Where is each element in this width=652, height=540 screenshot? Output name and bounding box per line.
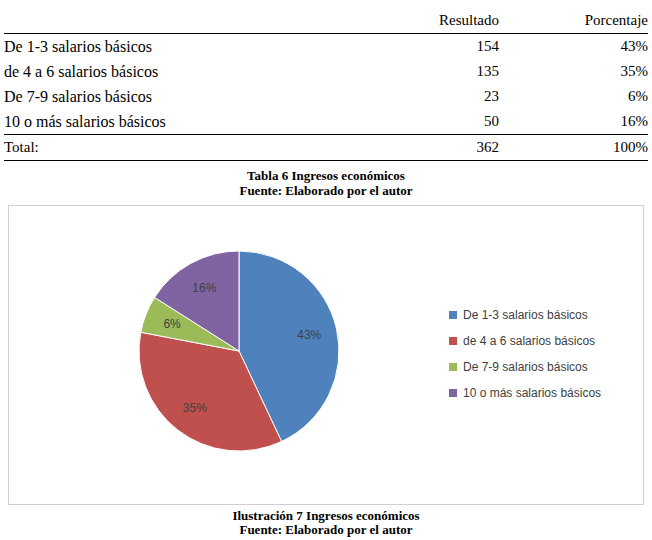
html-text:6%: 6%	[628, 88, 648, 104]
html-text:de 4 a 6 salarios básicos: de 4 a 6 salarios básicos	[4, 62, 159, 80]
html-text:Tabla 6 Ingresos económicos: Tabla 6 Ingresos económicos	[247, 168, 405, 183]
html-text:10 o más salarios básicos: 10 o más salarios básicos	[463, 386, 602, 400]
html-text:Resultado: Resultado	[439, 12, 499, 28]
html-text:Porcentaje: Porcentaje	[584, 12, 648, 28]
html-text:Fuente: Elaborado por el autor: Fuente: Elaborado por el autor	[239, 522, 413, 537]
html-text:135: 135	[476, 63, 499, 79]
html-text:Ilustración 7 Ingresos económi: Ilustración 7 Ingresos económicos	[232, 508, 420, 523]
svg-text:43%: 43%	[297, 328, 321, 342]
html-text:100%: 100%	[613, 139, 648, 155]
html-text:50: 50	[484, 113, 499, 129]
svg-text:6%: 6%	[163, 317, 181, 331]
svg-text:16%: 16%	[192, 281, 216, 295]
html-text:10 o más salarios básicos: 10 o más salarios básicos	[4, 112, 166, 130]
html-text:De 7-9 salarios básicos: De 7-9 salarios básicos	[4, 87, 152, 105]
html-text:De 1-3 salarios básicos: De 1-3 salarios básicos	[4, 37, 152, 55]
svg-text:35%: 35%	[183, 401, 207, 415]
html-text:Fuente: Elaborado por el autor: Fuente: Elaborado por el autor	[239, 183, 413, 198]
html-text:Total:: Total:	[4, 139, 39, 155]
html-text:23: 23	[484, 88, 499, 104]
html-text:154: 154	[476, 38, 499, 54]
html-text:362: 362	[476, 139, 499, 155]
html-text:De 7-9 salarios básicos: De 7-9 salarios básicos	[463, 360, 588, 374]
html-text:16%: 16%	[620, 113, 648, 129]
html-text:De 1-3 salarios básicos: De 1-3 salarios básicos	[463, 308, 588, 322]
html-text:de 4 a 6 salarios básicos: de 4 a 6 salarios básicos	[463, 334, 596, 348]
html-text:43%: 43%	[620, 38, 648, 54]
html-text:35%: 35%	[620, 63, 648, 79]
